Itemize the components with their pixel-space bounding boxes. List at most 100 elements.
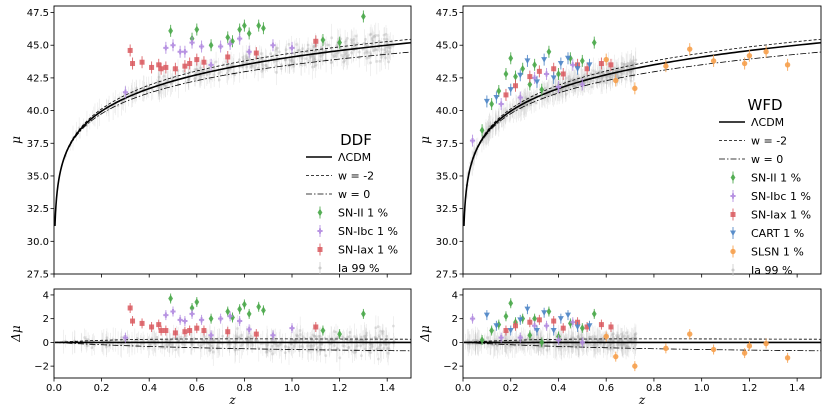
data-point xyxy=(565,55,572,62)
data-point xyxy=(570,319,576,325)
data-point xyxy=(557,316,564,322)
legend-entry-label: CART 1 % xyxy=(751,227,804,240)
data-point xyxy=(256,21,262,30)
plot-area xyxy=(54,10,411,227)
series-diamond xyxy=(479,36,597,137)
axes-frame xyxy=(53,5,412,275)
data-point xyxy=(227,313,233,319)
legend-marker-square xyxy=(730,212,736,217)
data-point xyxy=(242,21,247,30)
data-point xyxy=(532,75,538,81)
axes-frame xyxy=(462,288,822,379)
data-point xyxy=(536,68,542,74)
legend-marker-cross xyxy=(317,228,323,234)
data-point xyxy=(242,300,247,309)
data-point xyxy=(746,343,753,349)
data-point xyxy=(710,346,717,353)
data-point xyxy=(496,87,502,95)
data-point xyxy=(527,319,533,325)
legend-entry-label: SN-II 1 % xyxy=(751,172,801,185)
legend-marker-diamond xyxy=(317,208,323,217)
data-point xyxy=(182,329,188,335)
y-tick-label: 47.5 xyxy=(27,8,49,19)
data-point xyxy=(584,66,590,72)
data-point xyxy=(130,318,136,324)
data-point xyxy=(493,95,500,101)
y-tick-label: 2 xyxy=(452,314,458,325)
y-tick-label: 0 xyxy=(452,338,458,349)
legend-entry-label: SN-Iax 1 % xyxy=(338,244,398,257)
data-point xyxy=(261,24,266,33)
data-point xyxy=(603,333,609,340)
y-axis-label: μ xyxy=(418,136,432,144)
data-point xyxy=(493,323,500,329)
y-tick-label: 4 xyxy=(452,290,458,301)
data-point xyxy=(608,62,614,68)
legend-marker-square xyxy=(317,247,323,252)
data-point xyxy=(182,63,188,69)
legend-entry-label: Ia 99 % xyxy=(751,264,792,277)
data-point xyxy=(584,324,590,330)
axes-frame xyxy=(462,5,822,275)
data-point xyxy=(201,59,207,65)
legend-entry-label: ΛCDM xyxy=(338,151,371,164)
data-point xyxy=(177,317,183,323)
data-point xyxy=(230,37,235,46)
data-point xyxy=(256,303,262,311)
legend: DDF ΛCDM w = -2 w = 0 SN-II 1 % SN-Ibc 1 % SN-… xyxy=(306,131,398,275)
data-point xyxy=(520,64,526,73)
data-point xyxy=(586,323,593,329)
x-tick-label: 0.8 xyxy=(236,383,252,394)
data-point xyxy=(579,324,585,332)
y-tick-label: 45.0 xyxy=(27,41,49,52)
y-tick-label: 37.5 xyxy=(27,139,49,150)
x-tick-label: 1.4 xyxy=(789,383,805,394)
y-tick-label: 0 xyxy=(43,338,49,349)
data-point xyxy=(663,345,669,352)
data-point xyxy=(550,328,557,334)
x-tick-label: 1.2 xyxy=(332,383,348,394)
data-point xyxy=(313,324,319,330)
data-point xyxy=(489,100,495,108)
data-point xyxy=(194,298,200,306)
data-point xyxy=(503,328,509,334)
data-point xyxy=(225,33,231,42)
legend-marker-triangle xyxy=(730,230,736,236)
data-point xyxy=(517,317,524,323)
data-point xyxy=(532,314,537,323)
data-point xyxy=(513,83,519,89)
data-point xyxy=(253,331,259,337)
plot-area xyxy=(463,36,821,227)
legend-entry-label: SN-Ibc 1 % xyxy=(338,225,398,238)
legend-entry-label: SLSN 1 % xyxy=(751,246,804,259)
data-point xyxy=(127,47,133,53)
y-tick-label: 40.0 xyxy=(436,106,458,117)
y-tick-label: 4 xyxy=(43,290,49,301)
data-point xyxy=(533,328,540,334)
data-point xyxy=(784,355,791,361)
y-tick-label: 27.5 xyxy=(27,270,49,281)
series-cross xyxy=(122,306,295,343)
data-point xyxy=(208,314,214,323)
y-axis-label: Δμ xyxy=(9,325,23,343)
y-tick-label: 40.0 xyxy=(27,106,49,117)
data-point xyxy=(503,70,509,78)
legend-entry-label: ΛCDM xyxy=(751,116,784,129)
data-point xyxy=(253,50,259,56)
series-cross xyxy=(469,58,585,147)
series-square xyxy=(127,35,319,75)
x-tick-label: 1.0 xyxy=(284,383,300,394)
y-tick-label: 30.0 xyxy=(27,237,49,248)
data-point xyxy=(246,49,252,55)
series-circle xyxy=(603,329,791,372)
data-point xyxy=(613,77,619,84)
legend-marker-cross xyxy=(730,193,736,199)
data-point xyxy=(189,311,195,317)
curve-dashed xyxy=(54,338,411,343)
data-point xyxy=(550,75,557,81)
data-point xyxy=(237,36,243,42)
data-point xyxy=(565,312,572,319)
data-point xyxy=(163,64,169,70)
data-point xyxy=(182,318,188,324)
